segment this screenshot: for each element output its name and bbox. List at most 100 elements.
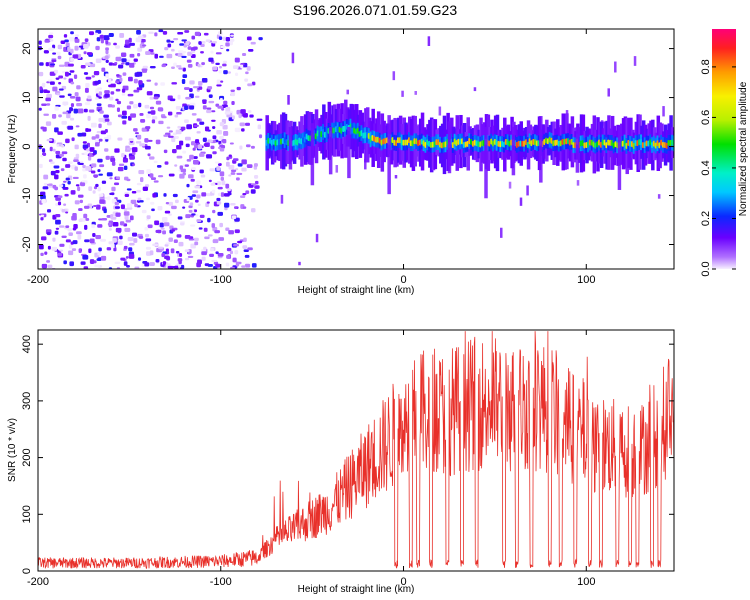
heatmap-cell: [217, 186, 223, 190]
heatmap-cell: [257, 124, 261, 130]
heatmap-cell: [120, 257, 126, 261]
heatmap-cell: [63, 203, 67, 206]
heatmap-cell: [401, 90, 404, 97]
heatmap-cell: [223, 131, 229, 136]
colorbar-tick-label: 0.0: [700, 261, 712, 276]
heatmap-cell: [245, 144, 251, 148]
heatmap-cell: [54, 127, 59, 133]
heatmap-cell: [88, 186, 93, 192]
heatmap-cell: [75, 184, 80, 187]
heatmap-cell: [108, 228, 113, 231]
heatmap-cell: [123, 245, 128, 250]
heatmap-cell: [88, 248, 92, 254]
x-tick-label: -200: [27, 576, 49, 588]
heatmap-cell: [119, 221, 125, 226]
heatmap-cell: [222, 63, 227, 67]
heatmap-cell: [205, 202, 210, 208]
heatmap-cell: [60, 144, 65, 148]
heatmap-cell: [97, 186, 101, 192]
heatmap-cell: [216, 130, 222, 135]
heatmap-cell: [151, 119, 156, 124]
heatmap-cell: [51, 114, 57, 119]
heatmap-cell: [394, 175, 398, 179]
heatmap-cell: [138, 235, 144, 239]
heatmap-cell: [218, 70, 222, 74]
heatmap-cell: [227, 192, 232, 196]
heatmap-cell: [52, 148, 56, 152]
heatmap-cell: [188, 238, 195, 241]
heatmap-cell: [144, 145, 151, 150]
heatmap-cell: [203, 32, 209, 36]
heatmap-cell: [89, 31, 94, 36]
heatmap-cell: [82, 255, 89, 260]
heatmap-cell: [177, 52, 183, 58]
heatmap-cell: [194, 31, 201, 36]
heatmap-cell: [146, 169, 151, 175]
heatmap-cell: [235, 177, 240, 181]
heatmap-cell: [392, 71, 396, 81]
heatmap-cell: [115, 45, 120, 49]
heatmap-cell: [91, 75, 95, 78]
heatmap-cell: [62, 157, 67, 162]
heatmap-cell: [120, 52, 127, 58]
heatmap-cell: [185, 143, 190, 148]
heatmap-cell: [225, 42, 230, 47]
heatmap-cell: [97, 224, 103, 228]
heatmap-cell: [134, 132, 139, 135]
heatmap-cell: [58, 75, 64, 79]
heatmap-cell: [198, 80, 203, 86]
heatmap-cell: [150, 177, 157, 181]
heatmap-cell: [614, 61, 617, 73]
heatmap-cell: [230, 172, 236, 175]
heatmap-cell: [136, 29, 141, 35]
heatmap-cell: [104, 129, 108, 133]
heatmap-cell: [155, 229, 160, 233]
heatmap-cell: [184, 87, 190, 91]
heatmap-cell: [617, 126, 622, 190]
heatmap-cell: [191, 113, 197, 116]
heatmap-cell: [226, 247, 232, 252]
heatmap-cell: [65, 239, 71, 243]
heatmap-cell: [170, 40, 175, 43]
heatmap-cell: [39, 163, 43, 169]
heatmap-cell: [85, 218, 90, 221]
heatmap-cell: [129, 62, 135, 68]
y-tick-label: 0: [21, 143, 33, 149]
heatmap-cell: [194, 241, 199, 246]
heatmap-cell: [103, 208, 107, 214]
colorbar-ticks: 0.0 0.2 0.4 0.6 0.8: [700, 59, 736, 277]
heatmap-cell: [210, 183, 216, 186]
heatmap-cell: [83, 266, 89, 269]
heatmap-cell: [575, 126, 580, 173]
heatmap-cell: [189, 154, 194, 160]
heatmap-cell: [162, 31, 168, 35]
heatmap-cell: [142, 65, 148, 69]
heatmap-cell: [210, 50, 214, 54]
heatmap-cell: [149, 262, 155, 266]
heatmap-cell: [115, 56, 122, 62]
heatmap-cell: [78, 208, 83, 212]
heatmap-cell: [198, 227, 203, 230]
heatmap-cell: [84, 239, 90, 243]
heatmap-cell: [93, 70, 100, 76]
heatmap-cell: [179, 253, 183, 257]
heatmap-cell: [69, 117, 75, 121]
heatmap-cell: [84, 224, 88, 230]
heatmap-cell: [54, 174, 59, 180]
heatmap-cell: [291, 52, 295, 64]
heatmap-cell: [126, 203, 133, 208]
heatmap-cell: [62, 111, 68, 115]
heatmap-cell: [230, 169, 237, 173]
heatmap-cell: [68, 232, 73, 236]
page-title: S196.2026.071.01.59.G23: [292, 2, 458, 18]
heatmap-cell: [161, 116, 167, 119]
heatmap-cell: [175, 105, 182, 110]
heatmap-cell: [84, 152, 89, 156]
heatmap-cell: [251, 81, 256, 86]
heatmap-cell: [109, 96, 114, 101]
heatmap-cell: [190, 243, 196, 249]
heatmap-cell: [58, 81, 62, 85]
heatmap-cell: [245, 122, 250, 126]
spectrogram-xlabel: Height of straight line (km): [298, 285, 415, 296]
heatmap-cell: [219, 222, 223, 228]
